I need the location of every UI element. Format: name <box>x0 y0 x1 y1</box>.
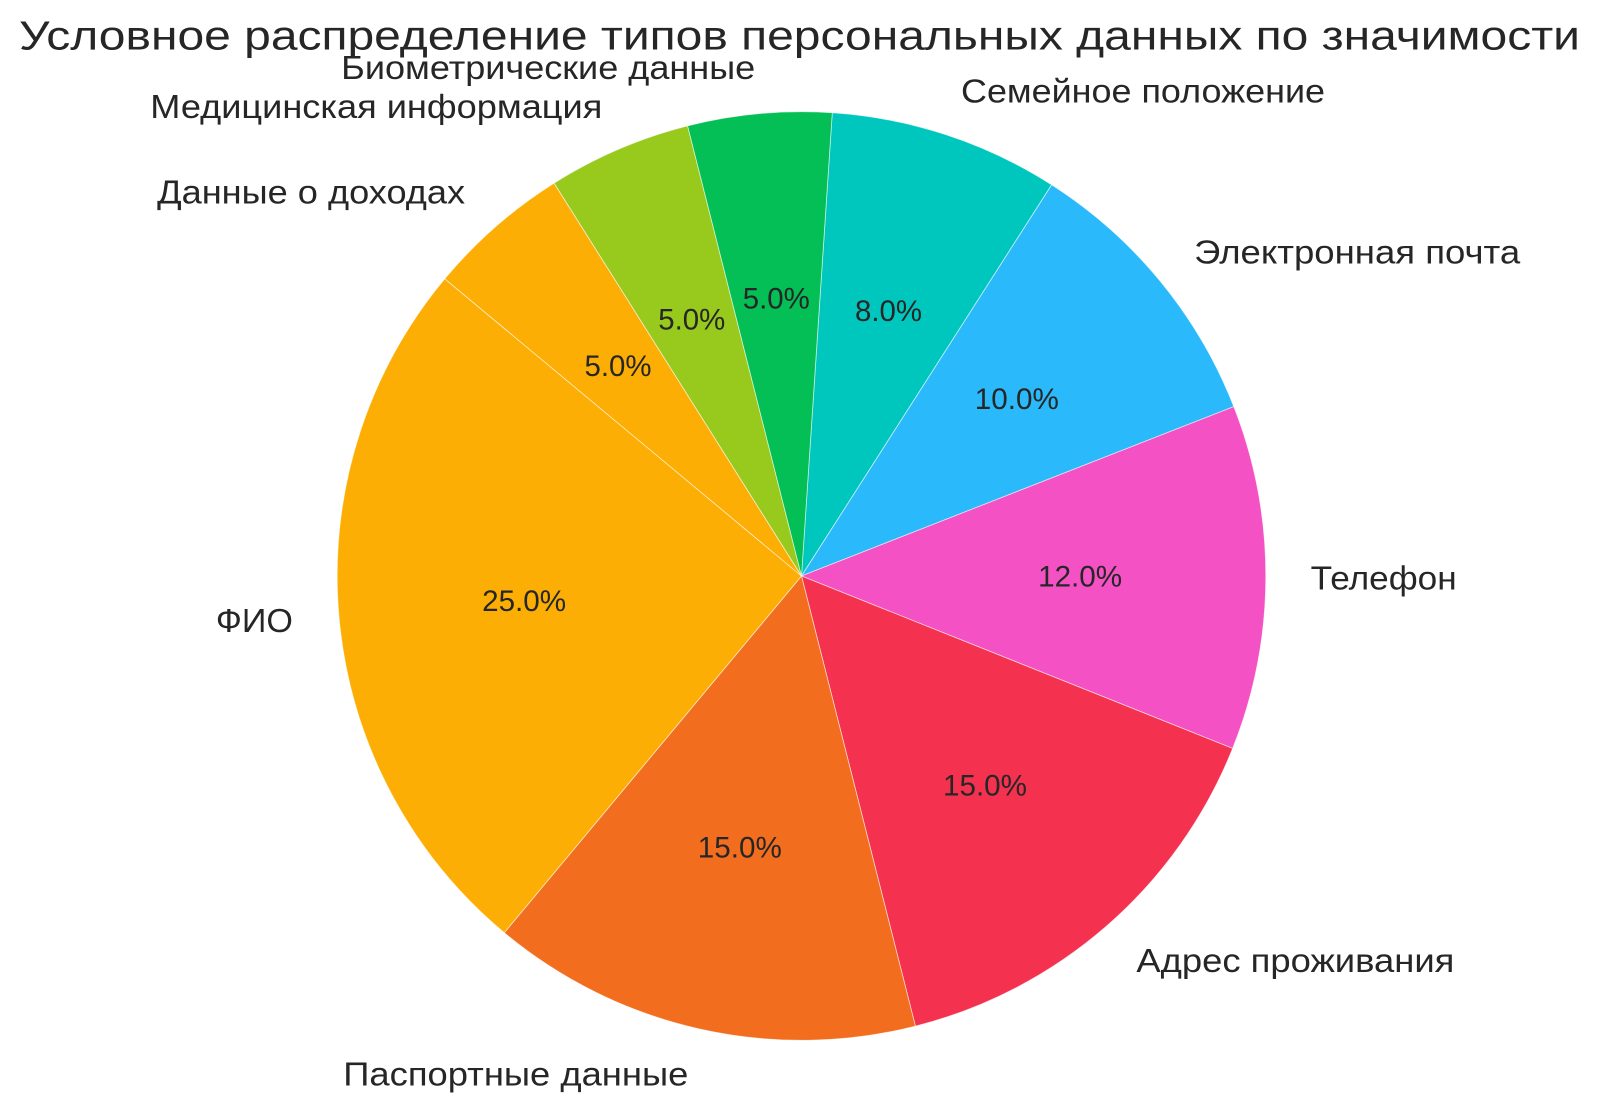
svg-text:Семейное положение: Семейное положение <box>961 73 1325 110</box>
svg-text:5.0%: 5.0% <box>585 350 652 383</box>
svg-text:Медицинская информация: Медицинская информация <box>150 89 602 126</box>
svg-text:Паспортные данные: Паспортные данные <box>343 1057 688 1094</box>
svg-text:8.0%: 8.0% <box>855 295 922 328</box>
svg-text:12.0%: 12.0% <box>1038 561 1122 594</box>
svg-text:ФИО: ФИО <box>216 603 293 640</box>
svg-text:Телефон: Телефон <box>1311 560 1457 597</box>
svg-text:10.0%: 10.0% <box>975 383 1059 416</box>
svg-text:Биометрические данные: Биометрические данные <box>341 50 755 87</box>
svg-text:25.0%: 25.0% <box>482 585 566 618</box>
svg-text:Электронная почта: Электронная почта <box>1194 234 1520 271</box>
svg-text:15.0%: 15.0% <box>698 831 782 864</box>
svg-text:5.0%: 5.0% <box>658 304 725 337</box>
svg-text:5.0%: 5.0% <box>743 282 810 315</box>
svg-text:Условное распределение типов п: Условное распределение типов персональны… <box>19 13 1580 59</box>
svg-text:Данные о доходах: Данные о доходах <box>157 174 465 211</box>
svg-text:15.0%: 15.0% <box>943 769 1027 802</box>
svg-text:Адрес проживания: Адрес проживания <box>1136 943 1454 980</box>
